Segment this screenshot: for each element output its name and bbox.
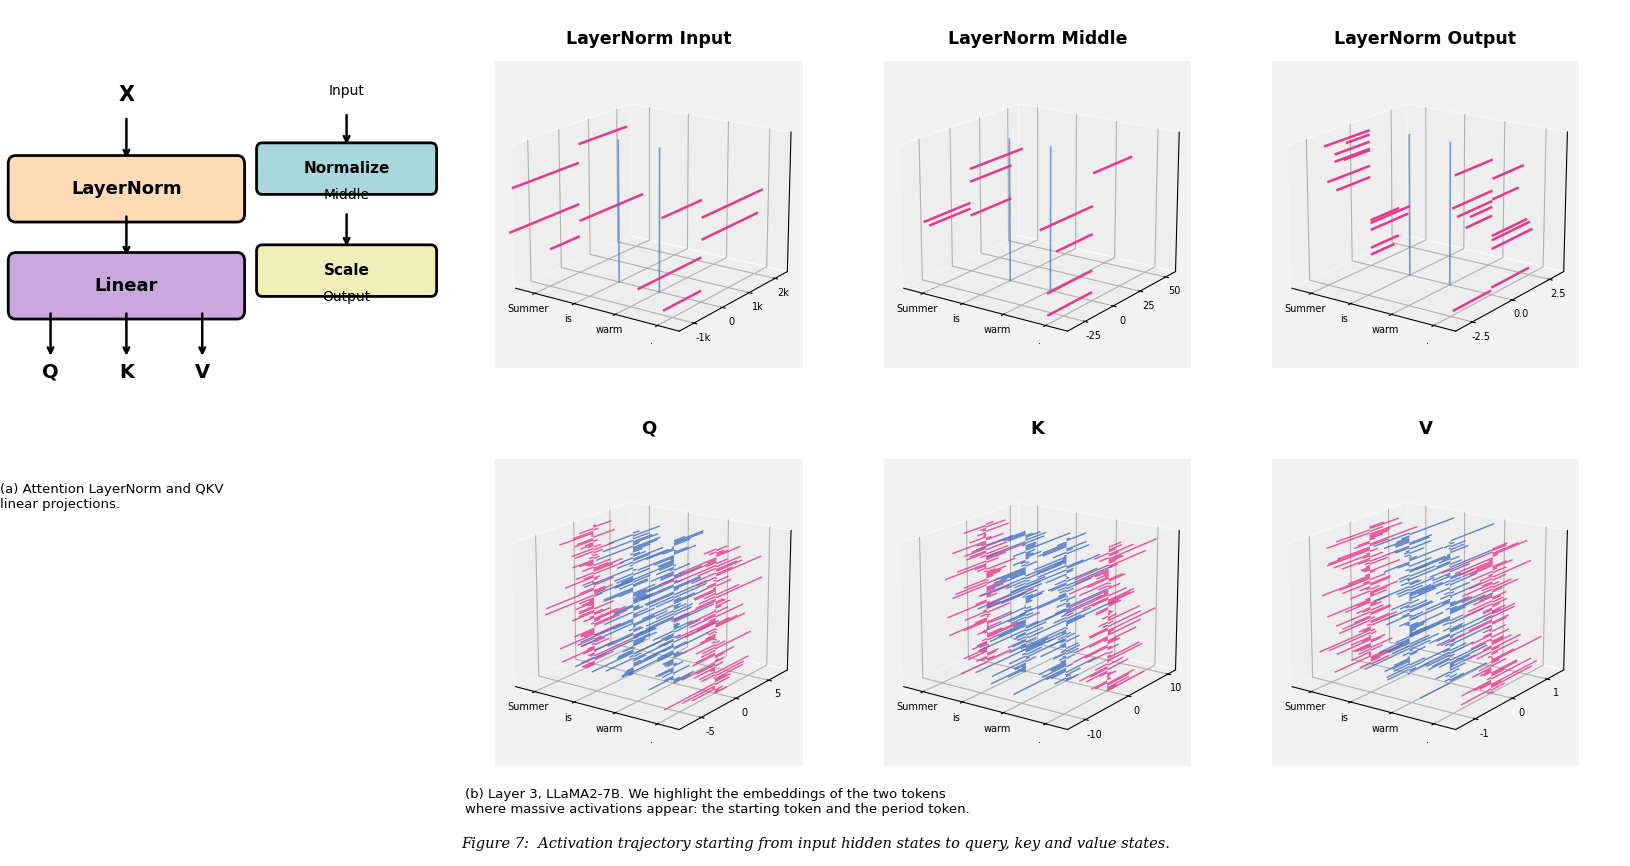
Text: LayerNorm Input: LayerNorm Input <box>566 30 732 48</box>
Text: K: K <box>119 363 134 382</box>
Text: V: V <box>1418 420 1431 437</box>
Text: Normalize: Normalize <box>303 161 390 176</box>
Text: X: X <box>119 85 134 106</box>
Text: Output: Output <box>323 290 370 305</box>
Text: Q: Q <box>42 363 59 382</box>
Text: LayerNorm Middle: LayerNorm Middle <box>947 30 1126 48</box>
Text: (a) Attention LayerNorm and QKV
linear projections.: (a) Attention LayerNorm and QKV linear p… <box>0 483 223 511</box>
Text: Input: Input <box>329 84 363 98</box>
FancyBboxPatch shape <box>256 143 437 194</box>
Text: V: V <box>194 363 210 382</box>
Text: Linear: Linear <box>95 277 158 294</box>
Text: K: K <box>1030 420 1043 437</box>
Text: Q: Q <box>641 420 657 437</box>
Text: Scale: Scale <box>323 263 370 278</box>
FancyBboxPatch shape <box>8 253 244 319</box>
Text: (b) Layer 3, LLaMA2-7B. We highlight the embeddings of the two tokens
where mass: (b) Layer 3, LLaMA2-7B. We highlight the… <box>465 788 968 816</box>
Text: LayerNorm Output: LayerNorm Output <box>1333 30 1516 48</box>
FancyBboxPatch shape <box>8 156 244 222</box>
FancyBboxPatch shape <box>256 245 437 296</box>
Text: Figure 7:  Activation trajectory starting from input hidden states to query, key: Figure 7: Activation trajectory starting… <box>461 837 1169 851</box>
Text: LayerNorm: LayerNorm <box>72 180 181 197</box>
Text: Middle: Middle <box>323 189 370 203</box>
